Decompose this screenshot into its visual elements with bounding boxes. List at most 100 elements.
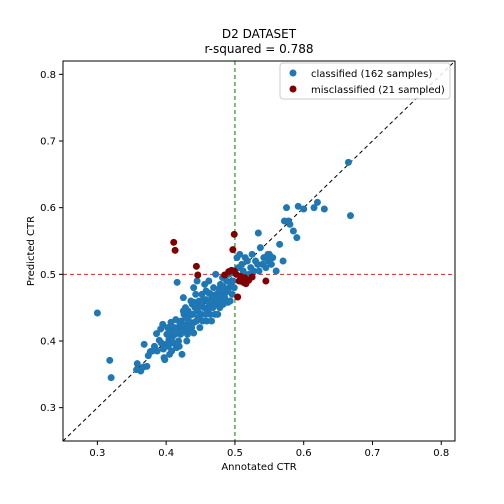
classified-point [256,244,264,252]
classified-point [175,337,183,345]
misclassified-point [230,230,238,238]
classified-point [239,267,247,275]
classified-point [313,198,321,206]
classified-point [183,337,191,345]
classified-point [230,284,238,292]
plot-area [62,60,456,442]
x-tick-label: 0.8 [433,448,449,459]
classified-point [161,356,169,364]
classified-point [283,204,291,212]
classified-point [214,310,222,318]
classified-point [205,289,213,297]
classified-point [172,316,180,324]
classified-point [294,202,302,210]
classified-point [186,324,194,332]
y-axis-label: Predicted CTR [26,216,37,286]
classified-point [346,212,354,220]
misclassified-point [248,273,256,281]
misclassified-point [192,262,200,270]
classified-point [205,277,213,285]
y-tick-label: 0.6 [40,203,56,214]
classified-point [190,298,198,306]
classified-point [143,362,151,370]
misclassified-point [230,267,238,275]
classified-point [153,330,161,338]
classified-point [209,295,217,303]
classified-point [254,260,262,268]
x-tick-label: 0.5 [227,448,243,459]
misclassified-point [170,238,178,246]
chart-subtitle: r-squared = 0.788 [204,42,313,56]
y-tick-label: 0.5 [40,270,56,281]
classified-point [210,284,218,292]
y-axis-ticks: 0.3 0.4 0.5 0.6 0.7 0.8 [40,70,63,414]
classified-point [276,240,284,248]
classified-point [106,356,114,364]
classified-point [140,340,148,348]
classified-point [238,260,246,268]
classified-point [249,267,257,275]
classified-point [173,278,181,286]
classified-point [183,330,191,338]
classified-point [255,267,263,275]
classified-point [190,284,198,292]
classified-point [93,309,101,317]
legend-box [279,62,451,100]
misclassified-point [171,246,179,254]
classified-point [248,250,256,258]
classified-point [179,307,187,315]
classified-point [133,360,141,368]
legend-label-classified: classified (162 samples) [311,69,432,80]
misclassified-point [262,277,270,285]
classified-point [192,290,200,298]
classified-point [236,250,244,258]
classified-point [190,329,198,337]
classified-point [166,350,174,358]
data-points [93,158,354,382]
y-tick-label: 0.3 [40,403,56,414]
classified-point [153,347,161,355]
classified-point [267,260,275,268]
classified-point [320,205,328,213]
classified-point [206,310,214,318]
x-tick-label: 0.6 [296,448,312,459]
classified-point [171,330,179,338]
x-axis-label: Annotated CTR [221,462,296,473]
y-tick-label: 0.8 [40,70,56,81]
x-tick-label: 0.7 [365,448,381,459]
classified-point [193,277,201,285]
plot-frame [62,60,456,442]
y-tick-label: 0.4 [40,337,56,348]
plot-background [63,61,455,441]
classified-point [289,227,297,235]
legend-marker-classified [289,69,297,77]
classified-point [300,205,308,213]
classified-point [272,267,280,275]
classified-point [107,374,115,382]
classified-point [226,297,234,305]
legend: classified (162 samples) misclassified (… [279,62,451,100]
classified-point [208,317,216,325]
classified-point [254,229,262,237]
classified-point [286,220,294,228]
classified-point [203,317,211,325]
classified-point [179,294,187,302]
classified-point [202,296,210,304]
classified-point [344,158,352,166]
x-tick-label: 0.3 [89,448,105,459]
classified-point [175,342,183,350]
legend-label-misclassified: misclassified (21 sampled) [311,85,445,96]
misclassified-point [229,246,237,254]
misclassified-point [194,271,202,279]
classified-point [279,257,287,265]
classified-point [178,350,186,358]
classified-point [229,277,237,285]
classified-point [310,204,318,212]
classified-point [243,257,251,265]
chart-title: D2 DATASET [222,27,297,41]
classified-point [196,324,204,332]
misclassified-point [234,293,242,301]
classified-point [264,250,272,258]
y-tick-label: 0.7 [40,137,56,148]
x-tick-label: 0.4 [158,448,174,459]
